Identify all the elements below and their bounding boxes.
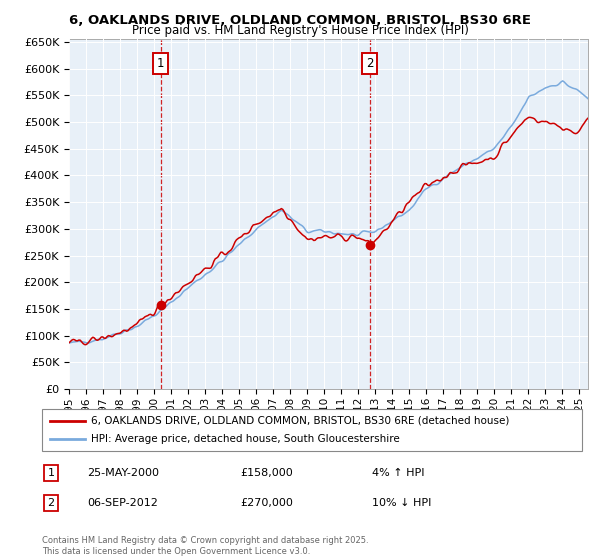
Text: 25-MAY-2000: 25-MAY-2000: [87, 468, 159, 478]
Text: £158,000: £158,000: [240, 468, 293, 478]
FancyBboxPatch shape: [42, 409, 582, 451]
Text: 1: 1: [157, 57, 164, 70]
Text: Contains HM Land Registry data © Crown copyright and database right 2025.
This d: Contains HM Land Registry data © Crown c…: [42, 536, 368, 556]
Text: 6, OAKLANDS DRIVE, OLDLAND COMMON, BRISTOL, BS30 6RE (detached house): 6, OAKLANDS DRIVE, OLDLAND COMMON, BRIST…: [91, 416, 509, 426]
Text: 1: 1: [47, 468, 55, 478]
Text: 06-SEP-2012: 06-SEP-2012: [87, 498, 158, 508]
Text: 10% ↓ HPI: 10% ↓ HPI: [372, 498, 431, 508]
Text: 4% ↑ HPI: 4% ↑ HPI: [372, 468, 425, 478]
Text: Price paid vs. HM Land Registry's House Price Index (HPI): Price paid vs. HM Land Registry's House …: [131, 24, 469, 37]
Text: £270,000: £270,000: [240, 498, 293, 508]
Text: 2: 2: [366, 57, 374, 70]
Text: HPI: Average price, detached house, South Gloucestershire: HPI: Average price, detached house, Sout…: [91, 434, 400, 444]
Text: 2: 2: [47, 498, 55, 508]
Text: 6, OAKLANDS DRIVE, OLDLAND COMMON, BRISTOL, BS30 6RE: 6, OAKLANDS DRIVE, OLDLAND COMMON, BRIST…: [69, 14, 531, 27]
